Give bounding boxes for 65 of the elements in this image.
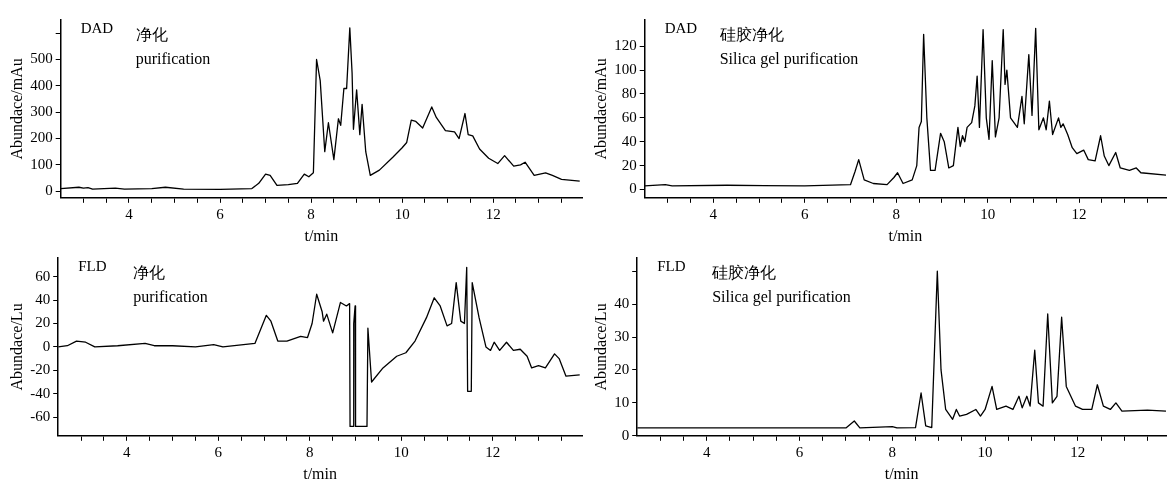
x-tick-label: 8 [888,443,897,460]
y-axis-title: Abundace/mAu [7,58,25,160]
x-tick-label: 6 [801,205,809,222]
x-tick-label: 8 [306,443,314,460]
y-tick-label: 0 [629,180,637,197]
y-tick-label: 20 [35,314,51,331]
x-tick-label: 8 [892,205,900,222]
annotation: Silica gel purification [719,50,859,69]
y-tick-label: 0 [621,426,630,443]
x-axis-title: t/min [304,226,339,244]
annotation: 净化 [135,26,168,44]
x-tick-label: 4 [703,443,712,460]
x-tick-label: 4 [709,205,718,222]
y-tick-label: 30 [614,327,630,344]
annotation: FLD [657,258,686,275]
x-tick-label: 6 [214,443,223,460]
x-tick-label: 8 [307,205,315,222]
y-tick-label: 500 [30,50,53,67]
x-tick-label: 12 [1071,205,1087,222]
x-tick-label: 4 [125,205,134,222]
y-axis-title: Abundace/Lu [7,303,25,391]
annotation: purification [133,288,208,307]
annotation: 硅胶净化 [711,264,777,282]
x-tick-label: 12 [485,205,501,222]
y-tick-label: -20 [30,361,51,378]
x-tick-label: 10 [394,205,410,222]
y-tick-label: 200 [30,129,53,146]
x-tick-label: 10 [977,443,993,460]
y-tick-label: -40 [30,384,51,401]
annotation: 硅胶净化 [718,26,784,44]
x-tick-label: 10 [980,205,996,222]
y-tick-label: 60 [621,108,637,125]
annotation: Silica gel purification [712,288,851,307]
x-tick-label: 10 [393,443,409,460]
annotation: DAD [664,20,698,37]
y-tick-label: 0 [45,182,53,199]
x-tick-label: 12 [1070,443,1086,460]
y-tick-label: 400 [30,76,53,93]
y-tick-label: 20 [621,156,637,173]
y-tick-label: 80 [621,84,637,101]
y-tick-label: 300 [30,103,53,120]
y-tick-label: 120 [614,37,637,54]
x-axis-title: t/min [884,464,919,482]
x-axis-title: t/min [888,226,923,244]
y-tick-label: 40 [621,132,637,149]
x-tick-label: 6 [795,443,804,460]
y-tick-label: 100 [30,155,53,172]
annotation: purification [135,50,211,69]
y-tick-label: 20 [614,360,630,377]
annotation: DAD [80,20,114,37]
y-tick-label: 10 [614,393,630,410]
y-tick-label: 0 [42,337,51,354]
y-axis-title: Abundace/mAu [591,58,609,160]
x-axis-title: t/min [303,464,337,482]
y-tick-label: 40 [614,295,630,312]
y-tick-label: 40 [35,291,51,308]
x-tick-label: 6 [216,205,225,222]
annotation: 净化 [133,264,166,282]
y-tick-label: -60 [30,408,51,425]
x-tick-label: 12 [485,443,501,460]
x-tick-label: 4 [123,443,132,460]
annotation: FLD [78,258,107,275]
y-tick-label: 100 [614,61,637,78]
y-axis-title: Abundace/Lu [591,303,609,391]
y-tick-label: 60 [35,267,51,284]
